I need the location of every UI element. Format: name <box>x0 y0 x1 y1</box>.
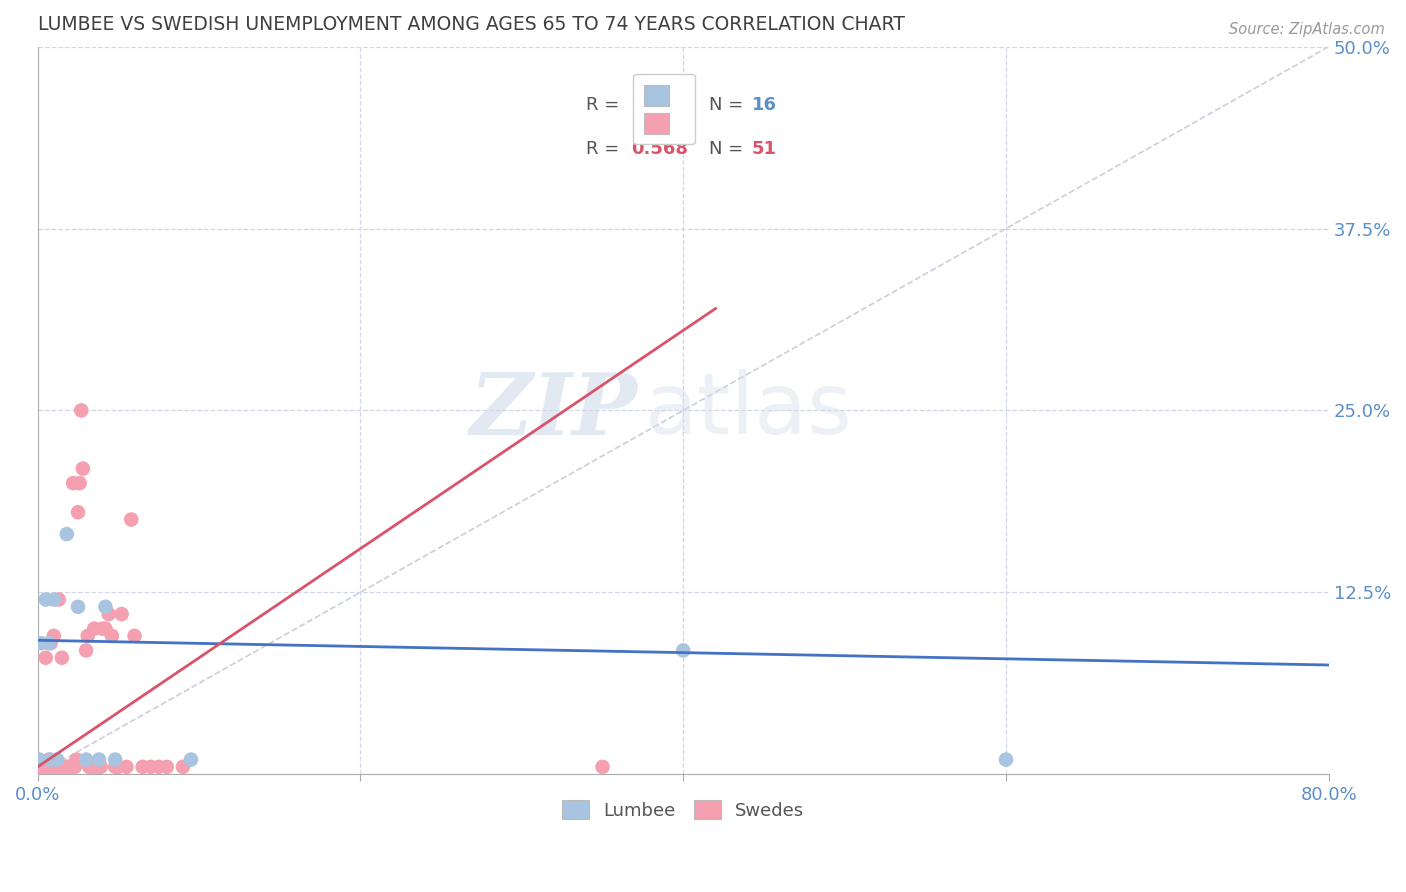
Point <box>90 760 112 774</box>
Text: atlas: atlas <box>644 369 852 452</box>
Point <box>101 629 124 643</box>
Point <box>62 476 84 491</box>
Point <box>46 753 69 767</box>
Point <box>87 753 110 767</box>
Point <box>995 753 1018 767</box>
Point <box>115 760 138 774</box>
Point <box>51 650 73 665</box>
Point <box>30 636 52 650</box>
Point <box>94 622 117 636</box>
Point <box>124 629 146 643</box>
Text: 0.568: 0.568 <box>631 139 689 158</box>
Point <box>55 527 77 541</box>
Point <box>39 636 62 650</box>
Point <box>30 760 52 774</box>
Point <box>35 650 58 665</box>
Point <box>72 461 94 475</box>
Text: N =: N = <box>709 139 749 158</box>
Point <box>82 760 104 774</box>
Point <box>41 760 63 774</box>
Text: R =: R = <box>586 95 626 114</box>
Point <box>79 760 101 774</box>
Point <box>38 753 60 767</box>
Point <box>672 643 695 657</box>
Point <box>131 760 153 774</box>
Text: Source: ZipAtlas.com: Source: ZipAtlas.com <box>1229 22 1385 37</box>
Text: LUMBEE VS SWEDISH UNEMPLOYMENT AMONG AGES 65 TO 74 YEARS CORRELATION CHART: LUMBEE VS SWEDISH UNEMPLOYMENT AMONG AGE… <box>38 15 904 34</box>
Point <box>86 760 108 774</box>
Point <box>139 760 162 774</box>
Point <box>63 760 86 774</box>
Point <box>28 760 51 774</box>
Point <box>42 760 65 774</box>
Point <box>592 760 614 774</box>
Point <box>104 753 127 767</box>
Point <box>51 760 73 774</box>
Point <box>91 622 114 636</box>
Text: -0.040: -0.040 <box>631 95 696 114</box>
Text: ZIP: ZIP <box>470 368 638 452</box>
Point <box>107 760 129 774</box>
Point <box>67 599 90 614</box>
Text: R =: R = <box>586 139 626 158</box>
Point <box>94 599 117 614</box>
Point <box>31 760 53 774</box>
Point <box>110 607 132 621</box>
Point <box>70 403 93 417</box>
Point <box>65 753 87 767</box>
Point <box>76 629 98 643</box>
Point <box>148 760 170 774</box>
Point <box>75 643 97 657</box>
Point <box>37 760 59 774</box>
Point <box>69 476 91 491</box>
Text: N =: N = <box>709 95 749 114</box>
Point <box>97 607 120 621</box>
Text: 16: 16 <box>752 95 776 114</box>
Point <box>55 760 77 774</box>
Point <box>42 629 65 643</box>
Point <box>59 760 82 774</box>
Point <box>83 622 105 636</box>
Point <box>28 753 51 767</box>
Point <box>48 592 70 607</box>
Point <box>46 760 69 774</box>
Point <box>172 760 194 774</box>
Point <box>38 636 60 650</box>
Text: 51: 51 <box>752 139 776 158</box>
Point <box>39 753 62 767</box>
Legend: Lumbee, Swedes: Lumbee, Swedes <box>555 793 811 827</box>
Point <box>32 760 55 774</box>
Point <box>58 760 80 774</box>
Point <box>67 505 90 519</box>
Point <box>42 592 65 607</box>
Point <box>180 753 202 767</box>
Point <box>28 760 51 774</box>
Point <box>75 753 97 767</box>
Point <box>35 592 58 607</box>
Point <box>156 760 179 774</box>
Point <box>49 760 72 774</box>
Point <box>104 760 127 774</box>
Point <box>44 760 66 774</box>
Point <box>120 512 142 526</box>
